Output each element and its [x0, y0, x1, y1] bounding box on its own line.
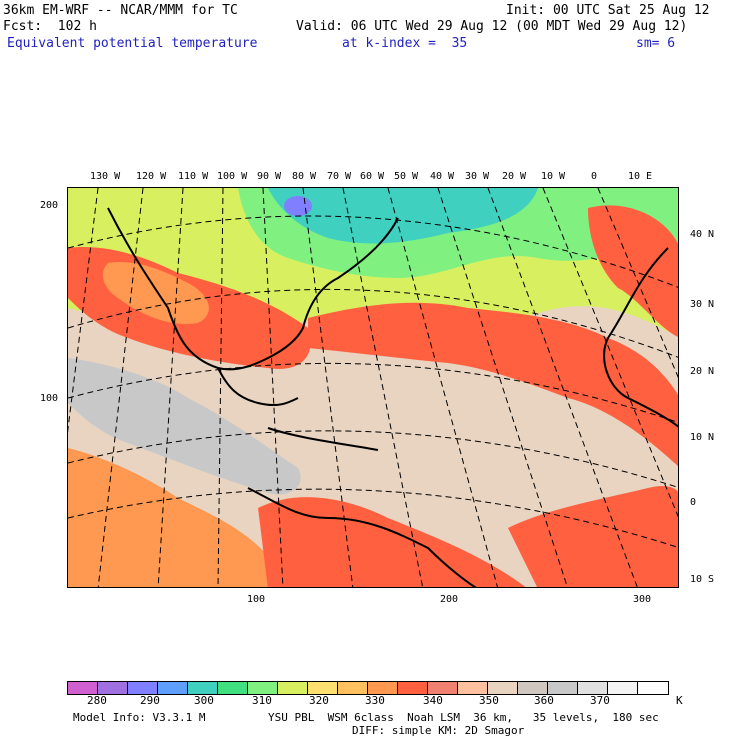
- lon-label: 10 E: [628, 171, 653, 182]
- lat-label: 0: [690, 497, 697, 508]
- colorbar-label: 370: [590, 694, 610, 707]
- colorbar-swatch: [278, 682, 308, 694]
- arctic-core: [268, 188, 538, 244]
- grid-x-label: 100: [247, 594, 266, 605]
- coastlines: [107, 207, 678, 587]
- colorbar-swatch: [638, 682, 668, 694]
- colorbar-label: 290: [140, 694, 160, 707]
- theta-e-map: [67, 187, 679, 588]
- colorbar-label: 340: [423, 694, 443, 707]
- graticule: [68, 188, 678, 587]
- colorbar-swatch: [98, 682, 128, 694]
- colorbar-swatch: [218, 682, 248, 694]
- lon-label: 0: [591, 171, 598, 182]
- lat-label: 40 N: [690, 229, 715, 240]
- colorbar-swatch: [458, 682, 488, 694]
- lon-label: 30 W: [465, 171, 490, 182]
- grid-x-label: 200: [440, 594, 459, 605]
- lon-label: 120 W: [136, 171, 167, 182]
- lon-label: 70 W: [327, 171, 352, 182]
- colorbar-swatch: [68, 682, 98, 694]
- lon-label: 80 W: [292, 171, 317, 182]
- field-name: Equivalent potential temperature: [7, 36, 258, 51]
- colorbar: [67, 681, 669, 695]
- us-hot-core: [102, 262, 209, 324]
- colorbar-unit: K: [676, 694, 683, 707]
- colorbar-swatch: [518, 682, 548, 694]
- lon-label: 20 W: [502, 171, 527, 182]
- lat-label: 20 N: [690, 366, 715, 377]
- init-time: Init: 00 UTC Sat 25 Aug 12: [506, 3, 710, 18]
- colorbar-label: 330: [365, 694, 385, 707]
- lon-label: 10 W: [541, 171, 566, 182]
- lon-label: 130 W: [90, 171, 121, 182]
- lon-label: 110 W: [178, 171, 209, 182]
- colorbar-swatch: [188, 682, 218, 694]
- forecast-hour: Fcst: 102 h: [3, 19, 97, 34]
- grid-x-label: 300: [633, 594, 652, 605]
- colorbar-swatch: [368, 682, 398, 694]
- pacific-warm: [68, 448, 288, 587]
- gulf-cool: [68, 358, 301, 495]
- lon-label: 90 W: [257, 171, 282, 182]
- atlantic-warm-band: [308, 302, 678, 467]
- grid-y-label: 200: [40, 200, 59, 211]
- colorbar-swatch: [338, 682, 368, 694]
- colorbar-label: 320: [309, 694, 329, 707]
- lat-label: 30 N: [690, 299, 715, 310]
- south-atlantic-warm: [508, 486, 678, 587]
- physics-line2: DIFF: simple KM: 2D Smagor: [352, 724, 525, 737]
- physics-line1: YSU PBL WSM 6class Noah LSM 36 km, 35 le…: [268, 711, 659, 724]
- level-info: at k-index = 35: [342, 36, 468, 51]
- lon-label: 50 W: [394, 171, 419, 182]
- map-svg: [68, 188, 678, 587]
- colorbar-swatch: [608, 682, 638, 694]
- cold-pocket: [284, 196, 312, 216]
- colorbar-label: 310: [252, 694, 272, 707]
- colorbar-swatch: [488, 682, 518, 694]
- colorbar-label: 300: [194, 694, 214, 707]
- colorbar-label: 350: [479, 694, 499, 707]
- lat-label: 10 N: [690, 432, 715, 443]
- colorbar-swatch: [548, 682, 578, 694]
- colorbar-swatch: [308, 682, 338, 694]
- model-info: Model Info: V3.3.1 M: [73, 711, 206, 724]
- grid-y-label: 100: [40, 393, 59, 404]
- model-title: 36km EM-WRF -- NCAR/MMM for TC: [3, 3, 238, 18]
- colorbar-swatch: [128, 682, 158, 694]
- colorbar-label: 360: [534, 694, 554, 707]
- lat-label: 10 S: [690, 574, 715, 585]
- smoothing-info: sm= 6: [636, 36, 676, 51]
- colorbar-label: 280: [87, 694, 107, 707]
- lon-label: 60 W: [360, 171, 385, 182]
- colorbar-swatch: [398, 682, 428, 694]
- valid-time: Valid: 06 UTC Wed 29 Aug 12 (00 MDT Wed …: [296, 19, 688, 34]
- lon-label: 100 W: [217, 171, 248, 182]
- colorbar-swatch: [428, 682, 458, 694]
- colorbar-swatch: [248, 682, 278, 694]
- lon-label: 40 W: [430, 171, 455, 182]
- south-america-warm: [258, 497, 526, 587]
- colorbar-swatch: [578, 682, 608, 694]
- colorbar-swatch: [158, 682, 188, 694]
